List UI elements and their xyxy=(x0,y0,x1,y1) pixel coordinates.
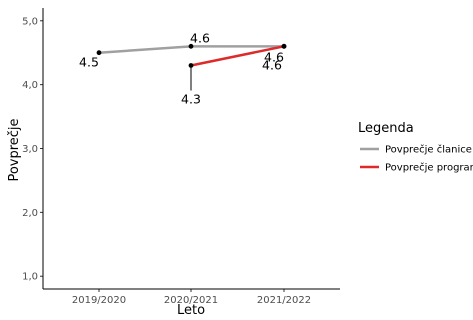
data-point xyxy=(281,43,287,49)
legend-label-povprecje-clanice: Povprečje članice xyxy=(385,144,472,156)
data-point xyxy=(96,50,102,56)
legend: Legenda Povprečje članice Povprečje prog… xyxy=(358,121,473,174)
data-point xyxy=(188,43,194,49)
data-label: 4.3 xyxy=(181,91,201,106)
data-label: 4.5 xyxy=(79,55,99,70)
data-label: 4.6 xyxy=(262,57,282,72)
x-tick-label: 2019/2020 xyxy=(72,295,126,306)
data-label: 4.6 xyxy=(264,49,284,64)
y-axis-title: Povprečje xyxy=(7,118,22,181)
series-line-1 xyxy=(189,45,286,67)
data-label: 4.6 xyxy=(190,30,210,45)
legend-label-povprecje-programa: Povprečje programa xyxy=(385,162,473,174)
legend-title: Legenda xyxy=(358,121,414,136)
x-tick-label: 2021/2022 xyxy=(257,295,311,306)
x-tick-label: 2020/2021 xyxy=(164,295,218,306)
y-tick-label: 4,0 xyxy=(22,80,38,91)
x-axis-title: Leto xyxy=(177,303,205,318)
y-tick-label: 5,0 xyxy=(22,16,38,27)
data-label-layer: 4.54.64.64.34.6 xyxy=(79,30,284,106)
y-tick-label: 2,0 xyxy=(22,208,38,219)
y-tick-label: 1,0 xyxy=(22,272,38,283)
series-layer xyxy=(96,43,287,68)
tick-layer: 1,0 2,0 3,0 4,0 5,0 2019/2020 2020/2021 2021/20… xyxy=(22,16,311,306)
y-tick-label: 3,0 xyxy=(22,144,38,155)
